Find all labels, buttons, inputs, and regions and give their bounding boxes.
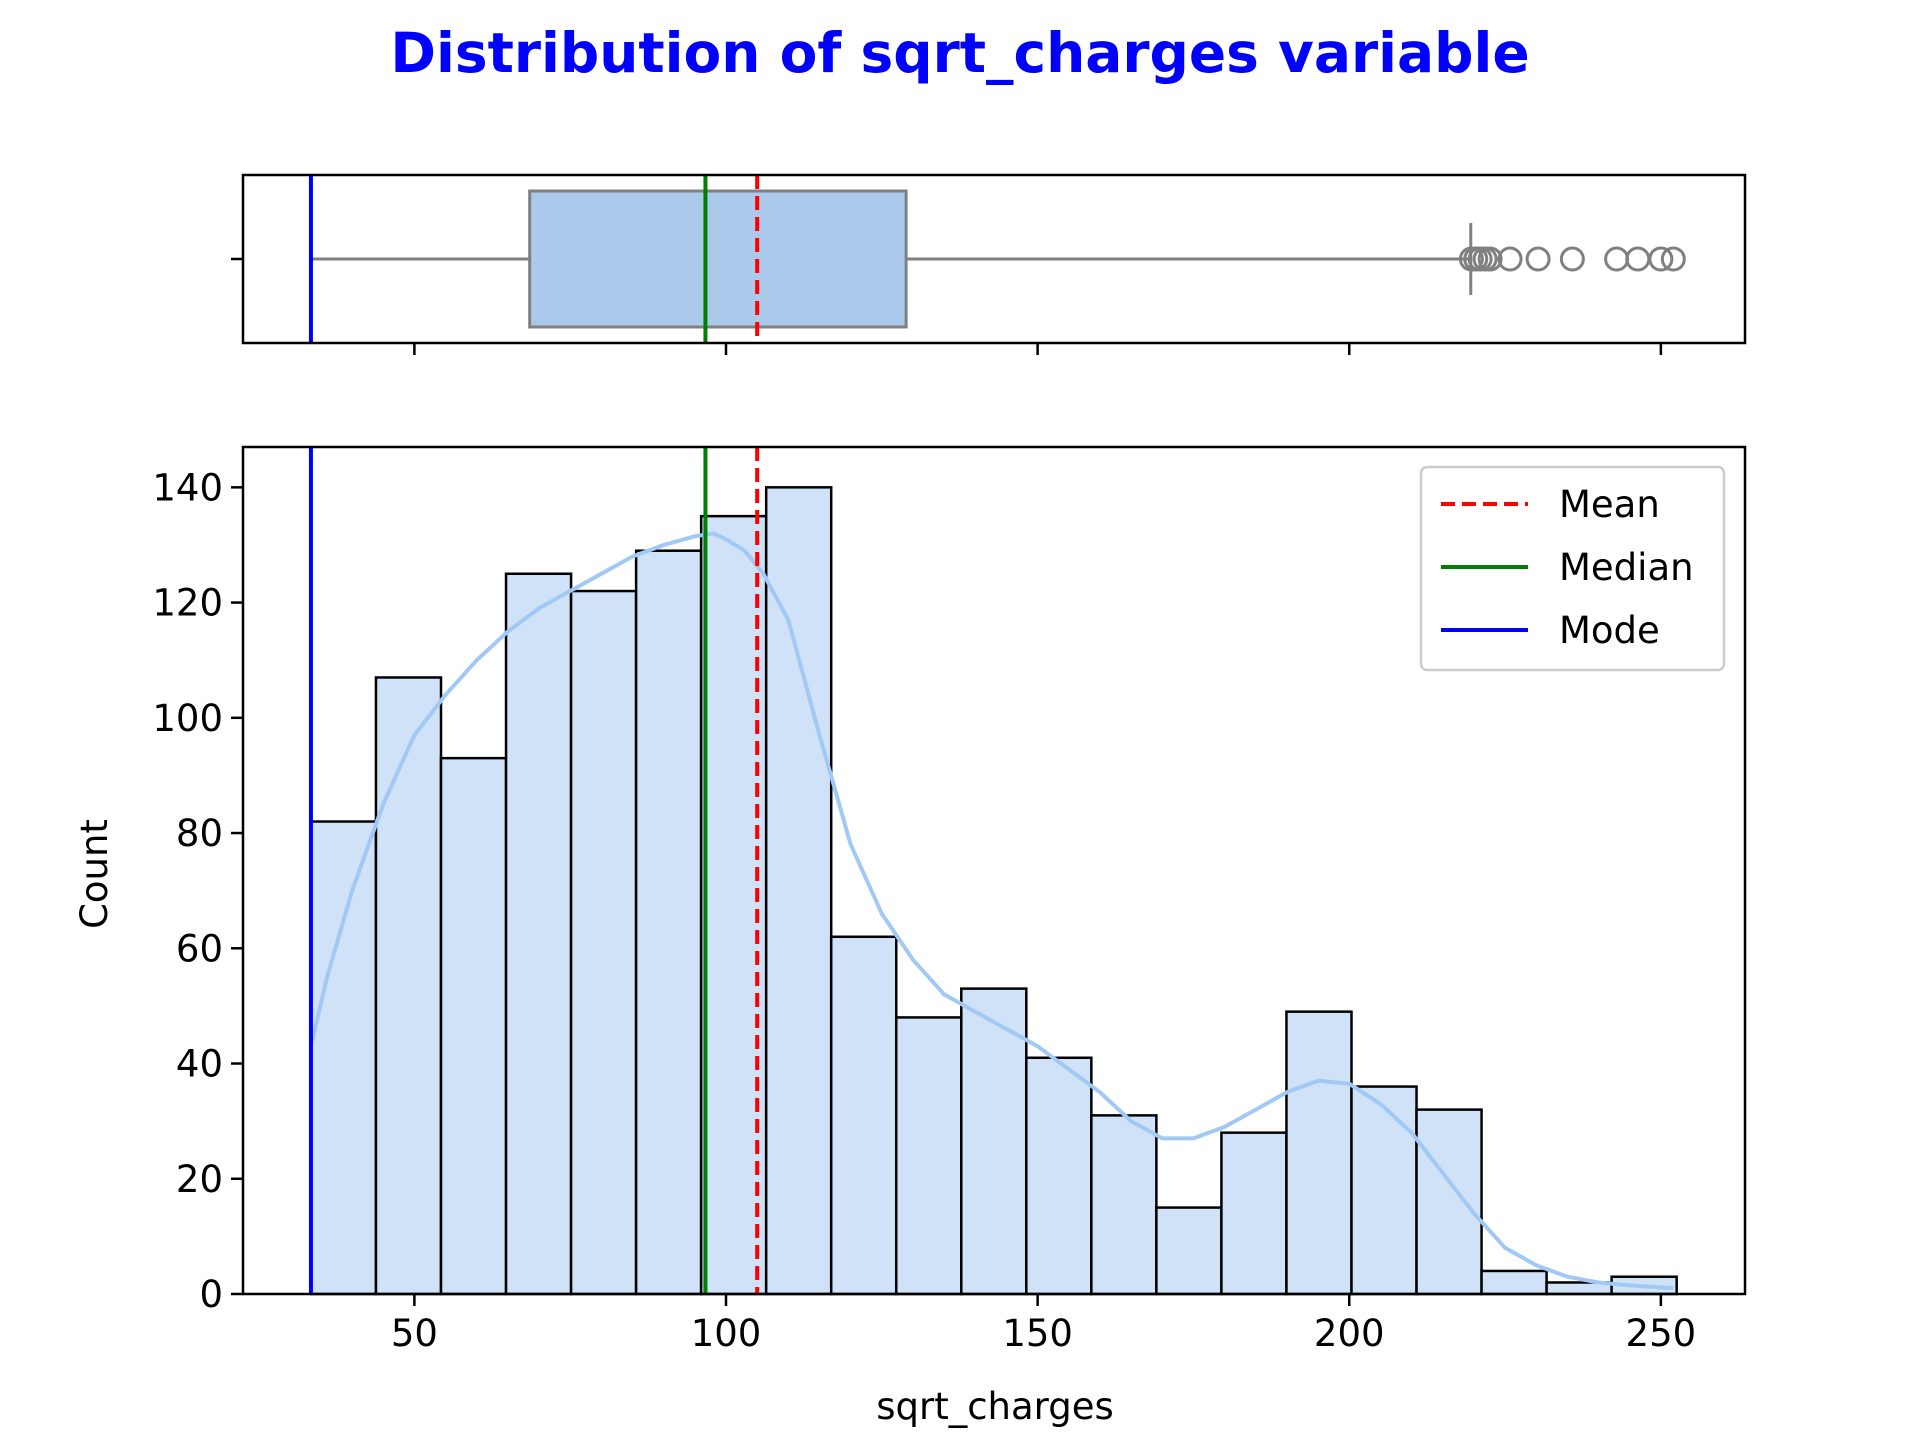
x-axis-label: sqrt_charges [876,1385,1114,1428]
y-tick-label: 120 [152,582,223,625]
histogram-bar [1415,1108,1483,1296]
histogram-bar [1025,1056,1093,1296]
histogram-bar [374,676,443,1296]
boxplot-outlier [1625,246,1651,272]
histogram-frame [241,445,1747,1296]
legend-label-mode: Mode [1559,609,1660,652]
y-tick-label: 20 [176,1158,223,1201]
histogram-bar [1480,1269,1548,1296]
y-tick-label: 140 [152,466,223,509]
chart-title: Distribution of sqrt_charges variable [390,21,1529,85]
histogram-bar [569,589,638,1296]
histogram-bar [1285,1010,1353,1296]
histogram-bar [829,935,898,1296]
histogram-bar [309,820,378,1296]
histogram-panel: 0 20 40 60 80 100 120 140 50 100 150 200 250 [152,445,1747,1355]
legend-label-median: Median [1559,546,1694,589]
y-tick-label: 60 [176,927,223,970]
boxplot-box [528,189,908,329]
legend: Mean Median Mode [1419,465,1726,672]
kde-curve [308,531,1674,1291]
y-tick-label: 80 [176,812,223,855]
legend-label-mean: Mean [1559,483,1660,526]
boxplot-outlier [1477,246,1503,272]
histogram-bar [894,1016,963,1296]
boxplot-outlier [1525,246,1551,272]
boxplot-outlier [1559,246,1585,272]
legend-frame [1419,465,1726,672]
histogram-bar [1155,1206,1223,1296]
boxplot-outlier [1497,246,1523,272]
y-tick-label: 0 [199,1273,223,1316]
x-tick-label: 250 [1626,1312,1697,1355]
boxplot-outlier [1660,246,1686,272]
y-tick-label: 40 [176,1043,223,1086]
y-tick-label: 100 [152,697,223,740]
histogram-bar [764,486,833,1296]
boxplot-outlier [1604,246,1630,272]
histogram-bar [1220,1131,1288,1296]
histogram-bar [439,756,508,1296]
x-tick-label: 200 [1314,1312,1385,1355]
y-axis-label: Count [73,819,116,929]
x-tick-label: 50 [391,1312,438,1355]
histogram-bar [1350,1085,1418,1296]
histogram-bar [504,572,573,1296]
histogram-bar [699,514,768,1296]
histogram-bar [634,549,703,1296]
histogram-bar [1090,1114,1158,1296]
x-tick-label: 150 [1002,1312,1073,1355]
boxplot-outlier [1648,246,1674,272]
x-tick-label: 100 [691,1312,762,1355]
boxplot-panel [231,173,1747,355]
